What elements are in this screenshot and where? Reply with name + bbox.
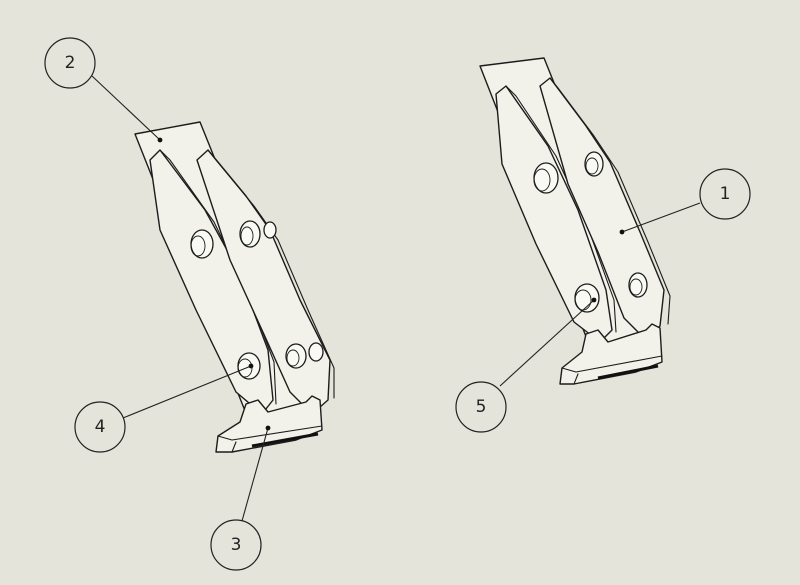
balloon-4: 4	[74, 363, 254, 453]
left-flange-outer	[149, 149, 274, 415]
right-bushing-top-2	[584, 151, 604, 177]
right-assembly	[479, 57, 671, 385]
right-flange-outer	[495, 85, 613, 343]
left-bushing-top-2	[239, 220, 277, 248]
left-bushing-top-1	[190, 229, 214, 259]
balloon-1-label: 1	[720, 184, 731, 204]
balloon-1: 1	[619, 168, 751, 235]
balloon-2: 2	[44, 37, 163, 143]
left-assembly	[134, 121, 335, 453]
left-bushing-bottom-2	[285, 342, 324, 369]
right-bushing-bottom-1	[574, 283, 600, 313]
balloon-5: 5	[455, 297, 597, 433]
balloon-2-label: 2	[65, 53, 76, 73]
balloon-5-label: 5	[476, 397, 487, 417]
balloon-4-label: 4	[95, 417, 106, 437]
balloon-3-label: 3	[231, 535, 242, 555]
balloon-3: 3	[210, 425, 271, 571]
right-bushing-bottom-2	[628, 272, 648, 298]
right-bushing-top-1	[533, 162, 559, 194]
